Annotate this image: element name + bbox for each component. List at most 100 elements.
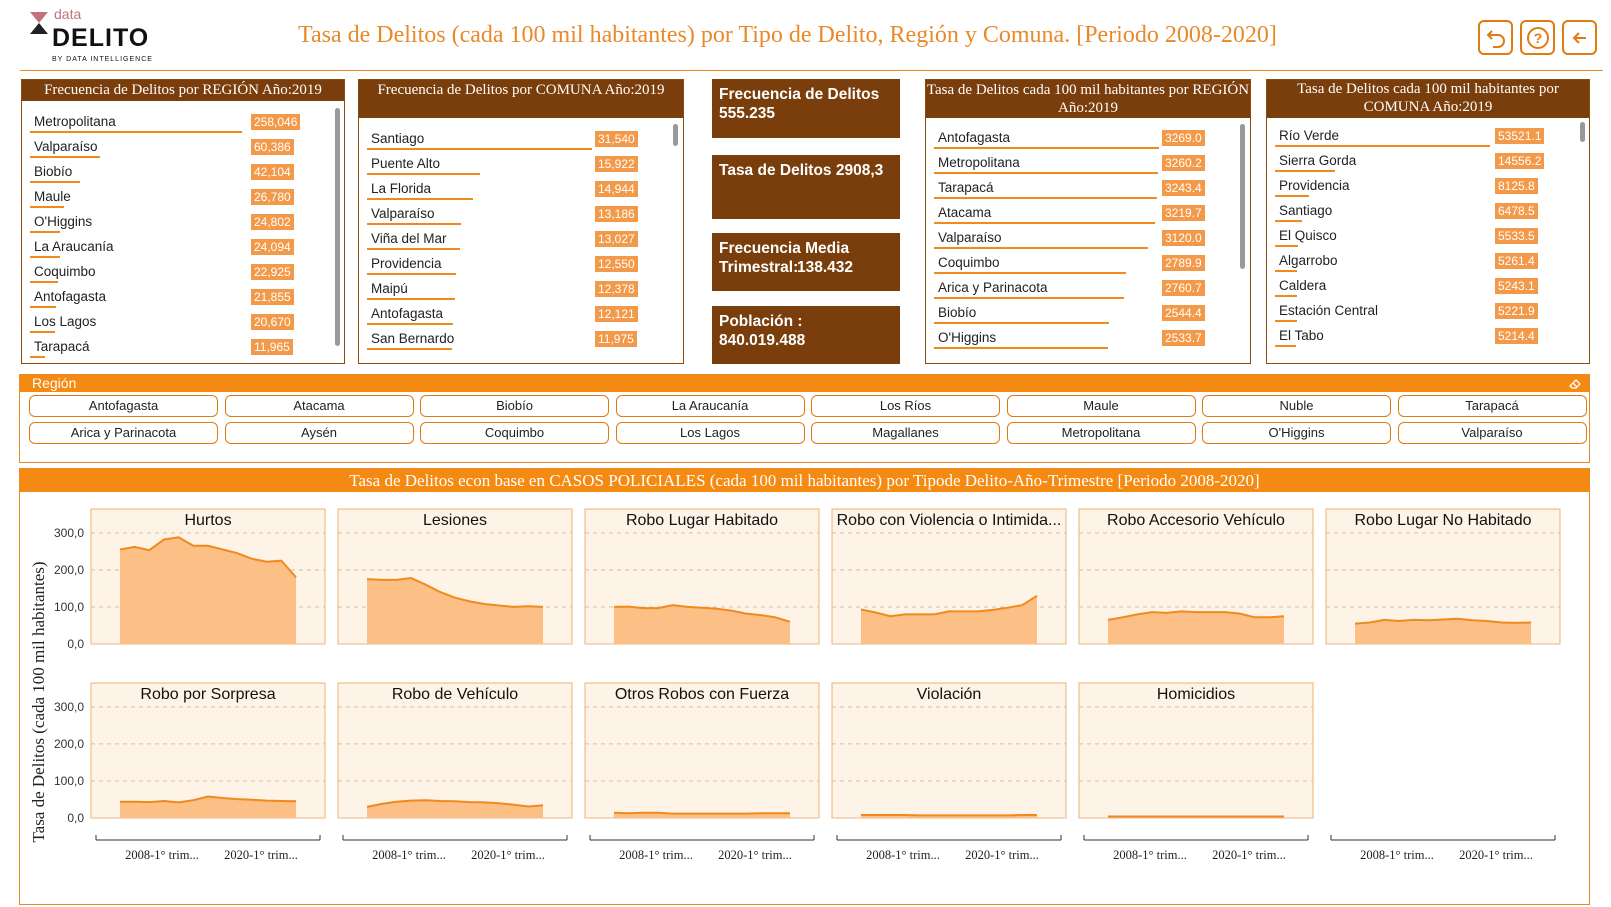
region-option-button[interactable]: Coquimbo — [420, 422, 609, 444]
list-item[interactable]: Antofagasta 21,855 — [22, 285, 344, 310]
list-item[interactable]: Viña del Mar 13,027 — [359, 227, 683, 252]
kpi-value: 555.235 — [719, 105, 776, 122]
list-item[interactable]: Metropolitana 258,046 — [22, 110, 344, 135]
list-item[interactable]: Coquimbo 2789.9 — [926, 251, 1250, 276]
row-value: 3269.0 — [1162, 130, 1205, 146]
row-bar — [30, 131, 242, 133]
scrollbar[interactable] — [1240, 124, 1245, 269]
panel-comuna-frequency: Frecuencia de Delitos por COMUNA Año:201… — [358, 79, 684, 364]
panel-title: Robo de Vehículo — [392, 686, 518, 703]
row-value: 12,550 — [595, 256, 638, 272]
logo-triangle-icon — [30, 12, 48, 23]
scrollbar[interactable] — [1580, 122, 1585, 142]
scrollbar[interactable] — [673, 124, 678, 146]
panel-list: Santiago 31,540 Puente Alto 15,922 La Flor… — [359, 118, 683, 352]
list-item[interactable]: Biobío 2544.4 — [926, 301, 1250, 326]
list-item[interactable]: O'Higgins 24,802 — [22, 210, 344, 235]
list-item[interactable]: Antofagasta 3269.0 — [926, 126, 1250, 151]
list-item[interactable]: La Florida 14,944 — [359, 177, 683, 202]
row-label: Providencia — [1279, 178, 1350, 193]
panel-title: Robo Lugar Habitado — [626, 512, 778, 529]
list-item[interactable]: Tarapacá 3243.4 — [926, 176, 1250, 201]
row-bar — [1275, 170, 1335, 172]
series-line — [1354, 617, 1532, 625]
row-value: 11,965 — [251, 339, 293, 355]
help-icon: ? — [1526, 26, 1549, 49]
row-value: 13,027 — [595, 231, 638, 247]
region-option-button[interactable]: Magallanes — [811, 422, 1000, 444]
list-item[interactable]: Metropolitana 3260.2 — [926, 151, 1250, 176]
row-label: El Quisco — [1279, 228, 1337, 243]
list-item[interactable]: Valparaíso 13,186 — [359, 202, 683, 227]
row-label: Coquimbo — [34, 264, 96, 279]
x-tick-label: 2020-1° trim... — [1212, 848, 1286, 862]
back-arrow-icon — [1572, 31, 1586, 44]
list-item[interactable]: Valparaíso 60,386 — [22, 135, 344, 160]
back-button[interactable] — [1562, 20, 1597, 55]
row-label: Valparaíso — [371, 206, 435, 221]
region-option-button[interactable]: Tarapacá — [1397, 395, 1587, 417]
list-item[interactable]: O'Higgins 2533.7 — [926, 326, 1250, 351]
y-axis-label: Tasa de Delitos (cada 100 mil habitantes… — [29, 561, 48, 842]
list-item[interactable]: Los Lagos 20,670 — [22, 310, 344, 335]
list-item[interactable]: El Tabo 5214.4 — [1267, 324, 1589, 349]
list-item[interactable]: Maipú 12,378 — [359, 277, 683, 302]
kpi-frequency: Frecuencia de Delitos 555.235 — [712, 79, 900, 138]
list-item[interactable]: Arica y Parinacota 2760.7 — [926, 276, 1250, 301]
x-tick-label: 2008-1° trim... — [1360, 848, 1434, 862]
help-button[interactable]: ? — [1520, 20, 1555, 55]
region-option-button[interactable]: Atacama — [224, 395, 414, 417]
list-item[interactable]: Atacama 3219.7 — [926, 201, 1250, 226]
scrollbar[interactable] — [335, 108, 340, 346]
list-item[interactable]: Tarapacá 11,965 — [22, 335, 344, 360]
region-option-button[interactable]: Biobío — [420, 395, 609, 417]
row-bar — [934, 347, 1108, 349]
row-label: Arica y Parinacota — [938, 280, 1048, 295]
list-item[interactable]: Estación Central 5221.9 — [1267, 299, 1589, 324]
x-tick-label: 2020-1° trim... — [471, 848, 545, 862]
region-option-button[interactable]: La Araucanía — [615, 395, 805, 417]
list-item[interactable]: Santiago 6478.5 — [1267, 199, 1589, 224]
region-option-button[interactable]: Arica y Parinacota — [29, 422, 218, 444]
list-item[interactable]: Caldera 5243.1 — [1267, 274, 1589, 299]
region-option-button[interactable]: Antofagasta — [29, 395, 218, 417]
region-option-button[interactable]: Nuble — [1202, 395, 1391, 417]
list-item[interactable]: Providencia 8125.8 — [1267, 174, 1589, 199]
region-option-button[interactable]: Los Lagos — [615, 422, 805, 444]
row-bar — [367, 148, 592, 150]
y-tick-label: 100,0 — [54, 774, 84, 788]
list-item[interactable]: San Bernardo 11,975 — [359, 327, 683, 352]
region-option-button[interactable]: Maule — [1006, 395, 1196, 417]
list-item[interactable]: Providencia 12,550 — [359, 252, 683, 277]
list-item[interactable]: Antofagasta 12,121 — [359, 302, 683, 327]
panel-list: Río Verde 53521.1 Sierra Gorda 14556.2 Pro… — [1267, 118, 1589, 349]
region-option-button[interactable]: O'Higgins — [1202, 422, 1391, 444]
region-option-button[interactable]: Metropolitana — [1006, 422, 1196, 444]
list-item[interactable]: La Araucanía 24,094 — [22, 235, 344, 260]
y-tick-label: 200,0 — [54, 563, 84, 577]
x-tick-label: 2008-1° trim... — [1113, 848, 1187, 862]
list-item[interactable]: Sierra Gorda 14556.2 — [1267, 149, 1589, 174]
region-option-button[interactable]: Aysén — [224, 422, 414, 444]
region-option-button[interactable]: Valparaíso — [1397, 422, 1587, 444]
kpi-label: Frecuencia Media Trimestral: — [719, 240, 850, 276]
list-item[interactable]: Maule 26,780 — [22, 185, 344, 210]
kpi-mean-quarterly: Frecuencia Media Trimestral: 138.432 — [712, 233, 900, 291]
row-bar — [30, 231, 60, 233]
list-item[interactable]: Algarrobo 5261.4 — [1267, 249, 1589, 274]
panel-comuna-rate: Tasa de Delitos cada 100 mil habitantes … — [1266, 79, 1590, 364]
eraser-icon[interactable] — [1568, 376, 1583, 391]
row-value: 5243.1 — [1495, 278, 1538, 294]
panel-title: Frecuencia de Delitos por REGIÓN Año:201… — [22, 80, 344, 101]
row-value: 20,670 — [251, 314, 294, 330]
list-item[interactable]: Coquimbo 22,925 — [22, 260, 344, 285]
list-item[interactable]: Valparaíso 3120.0 — [926, 226, 1250, 251]
list-item[interactable]: Puente Alto 15,922 — [359, 152, 683, 177]
list-item[interactable]: Río Verde 53521.1 — [1267, 124, 1589, 149]
list-item[interactable]: Biobío 42,104 — [22, 160, 344, 185]
x-tick-label: 2020-1° trim... — [1459, 848, 1533, 862]
undo-button[interactable] — [1478, 20, 1513, 55]
region-option-button[interactable]: Los Ríos — [811, 395, 1000, 417]
list-item[interactable]: El Quisco 5533.5 — [1267, 224, 1589, 249]
list-item[interactable]: Santiago 31,540 — [359, 127, 683, 152]
